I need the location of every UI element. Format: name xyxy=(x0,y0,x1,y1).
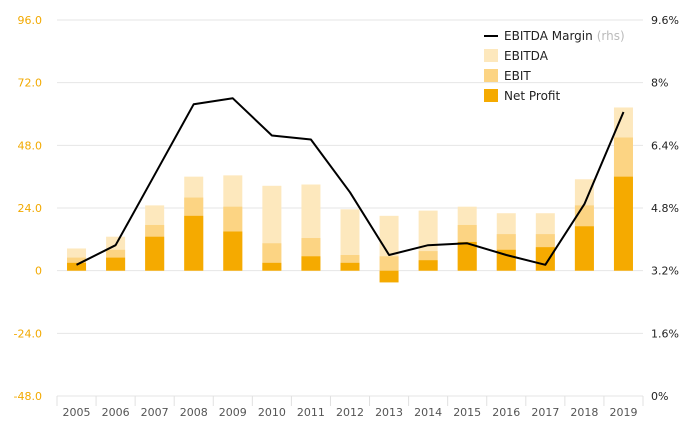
bar-net-profit-2014 xyxy=(418,260,438,271)
legend-net-profit-swatch xyxy=(484,89,498,102)
x-tick-label-2009: 2009 xyxy=(219,406,247,419)
legend-ebit-label: EBIT xyxy=(504,69,531,83)
bar-net-profit-2006 xyxy=(106,257,126,271)
x-tick-label-2008: 2008 xyxy=(180,406,208,419)
bar-net-profit-2005 xyxy=(67,262,87,271)
right-axis-ticks: 9.6% 8% 6.4% 4.8% 3.2% 1.6% 0% xyxy=(651,14,679,403)
bar-net-profit-2013 xyxy=(379,270,399,283)
x-tick-label-2015: 2015 xyxy=(453,406,481,419)
legend-ebitda-swatch xyxy=(484,49,498,62)
bar-ebit-2013 xyxy=(379,256,399,271)
left-tick-label: -24.0 xyxy=(14,327,42,340)
ebitda-margin-line xyxy=(76,97,625,266)
legend-ebitda-margin-label: EBITDA Margin (rhs) xyxy=(504,29,625,43)
right-tick-label: 6.4% xyxy=(651,139,679,152)
bar-net-profit-2007 xyxy=(145,236,165,271)
left-tick-label: 24.0 xyxy=(18,202,43,215)
ebitda-margin-line-group xyxy=(76,97,625,266)
bar-net-profit-2010 xyxy=(262,262,282,271)
left-tick-label: 96.0 xyxy=(18,14,43,27)
x-tick-label-2010: 2010 xyxy=(258,406,286,419)
legend: EBITDA Margin (rhs) EBITDA EBIT Net Profi… xyxy=(484,29,625,103)
x-tick-label-2013: 2013 xyxy=(375,406,403,419)
x-tick-label-2014: 2014 xyxy=(414,406,442,419)
x-tick-label-2016: 2016 xyxy=(492,406,520,419)
x-tick-label-2007: 2007 xyxy=(141,406,169,419)
right-tick-label: 0% xyxy=(651,390,668,403)
bar-net-profit-2009 xyxy=(223,231,243,271)
left-axis-ticks: 96.0 72.0 48.0 24.0 0 -24.0 -48.0 xyxy=(14,14,42,403)
left-tick-label: -48.0 xyxy=(14,390,42,403)
right-tick-label: 4.8% xyxy=(651,202,679,215)
x-tick-label-2017: 2017 xyxy=(531,406,559,419)
bar-net-profit-2017 xyxy=(535,247,555,271)
legend-ebit-swatch xyxy=(484,69,498,82)
right-tick-label: 3.2% xyxy=(651,265,679,278)
x-tick-label-2005: 2005 xyxy=(63,406,91,419)
left-tick-label: 0 xyxy=(35,265,42,278)
right-tick-label: 1.6% xyxy=(651,327,679,340)
legend-net-profit-label: Net Profit xyxy=(504,89,560,103)
x-tick-label-2018: 2018 xyxy=(570,406,598,419)
bar-net-profit-2015 xyxy=(457,241,477,271)
right-tick-label: 9.6% xyxy=(651,14,679,27)
bar-net-profit-2018 xyxy=(574,226,594,271)
x-axis-ticks: 2005 2006 2007 2008 2009 2010 2011 2012 2013 2014… xyxy=(63,406,638,419)
bar-net-profit-2012 xyxy=(340,262,360,271)
bar-net-profit-2019 xyxy=(613,176,633,271)
bar-net-profit-2011 xyxy=(301,256,321,271)
x-tick-label-2011: 2011 xyxy=(297,406,325,419)
bars xyxy=(67,107,633,283)
bar-net-profit-2016 xyxy=(496,249,516,271)
x-tick-label-2012: 2012 xyxy=(336,406,364,419)
right-tick-label: 8% xyxy=(651,77,668,90)
legend-ebitda-label: EBITDA xyxy=(504,49,549,63)
left-tick-label: 72.0 xyxy=(18,77,43,90)
left-tick-label: 48.0 xyxy=(18,139,43,152)
x-tick-label-2019: 2019 xyxy=(609,406,637,419)
x-tick-label-2006: 2006 xyxy=(102,406,130,419)
bar-net-profit-2008 xyxy=(184,215,204,271)
